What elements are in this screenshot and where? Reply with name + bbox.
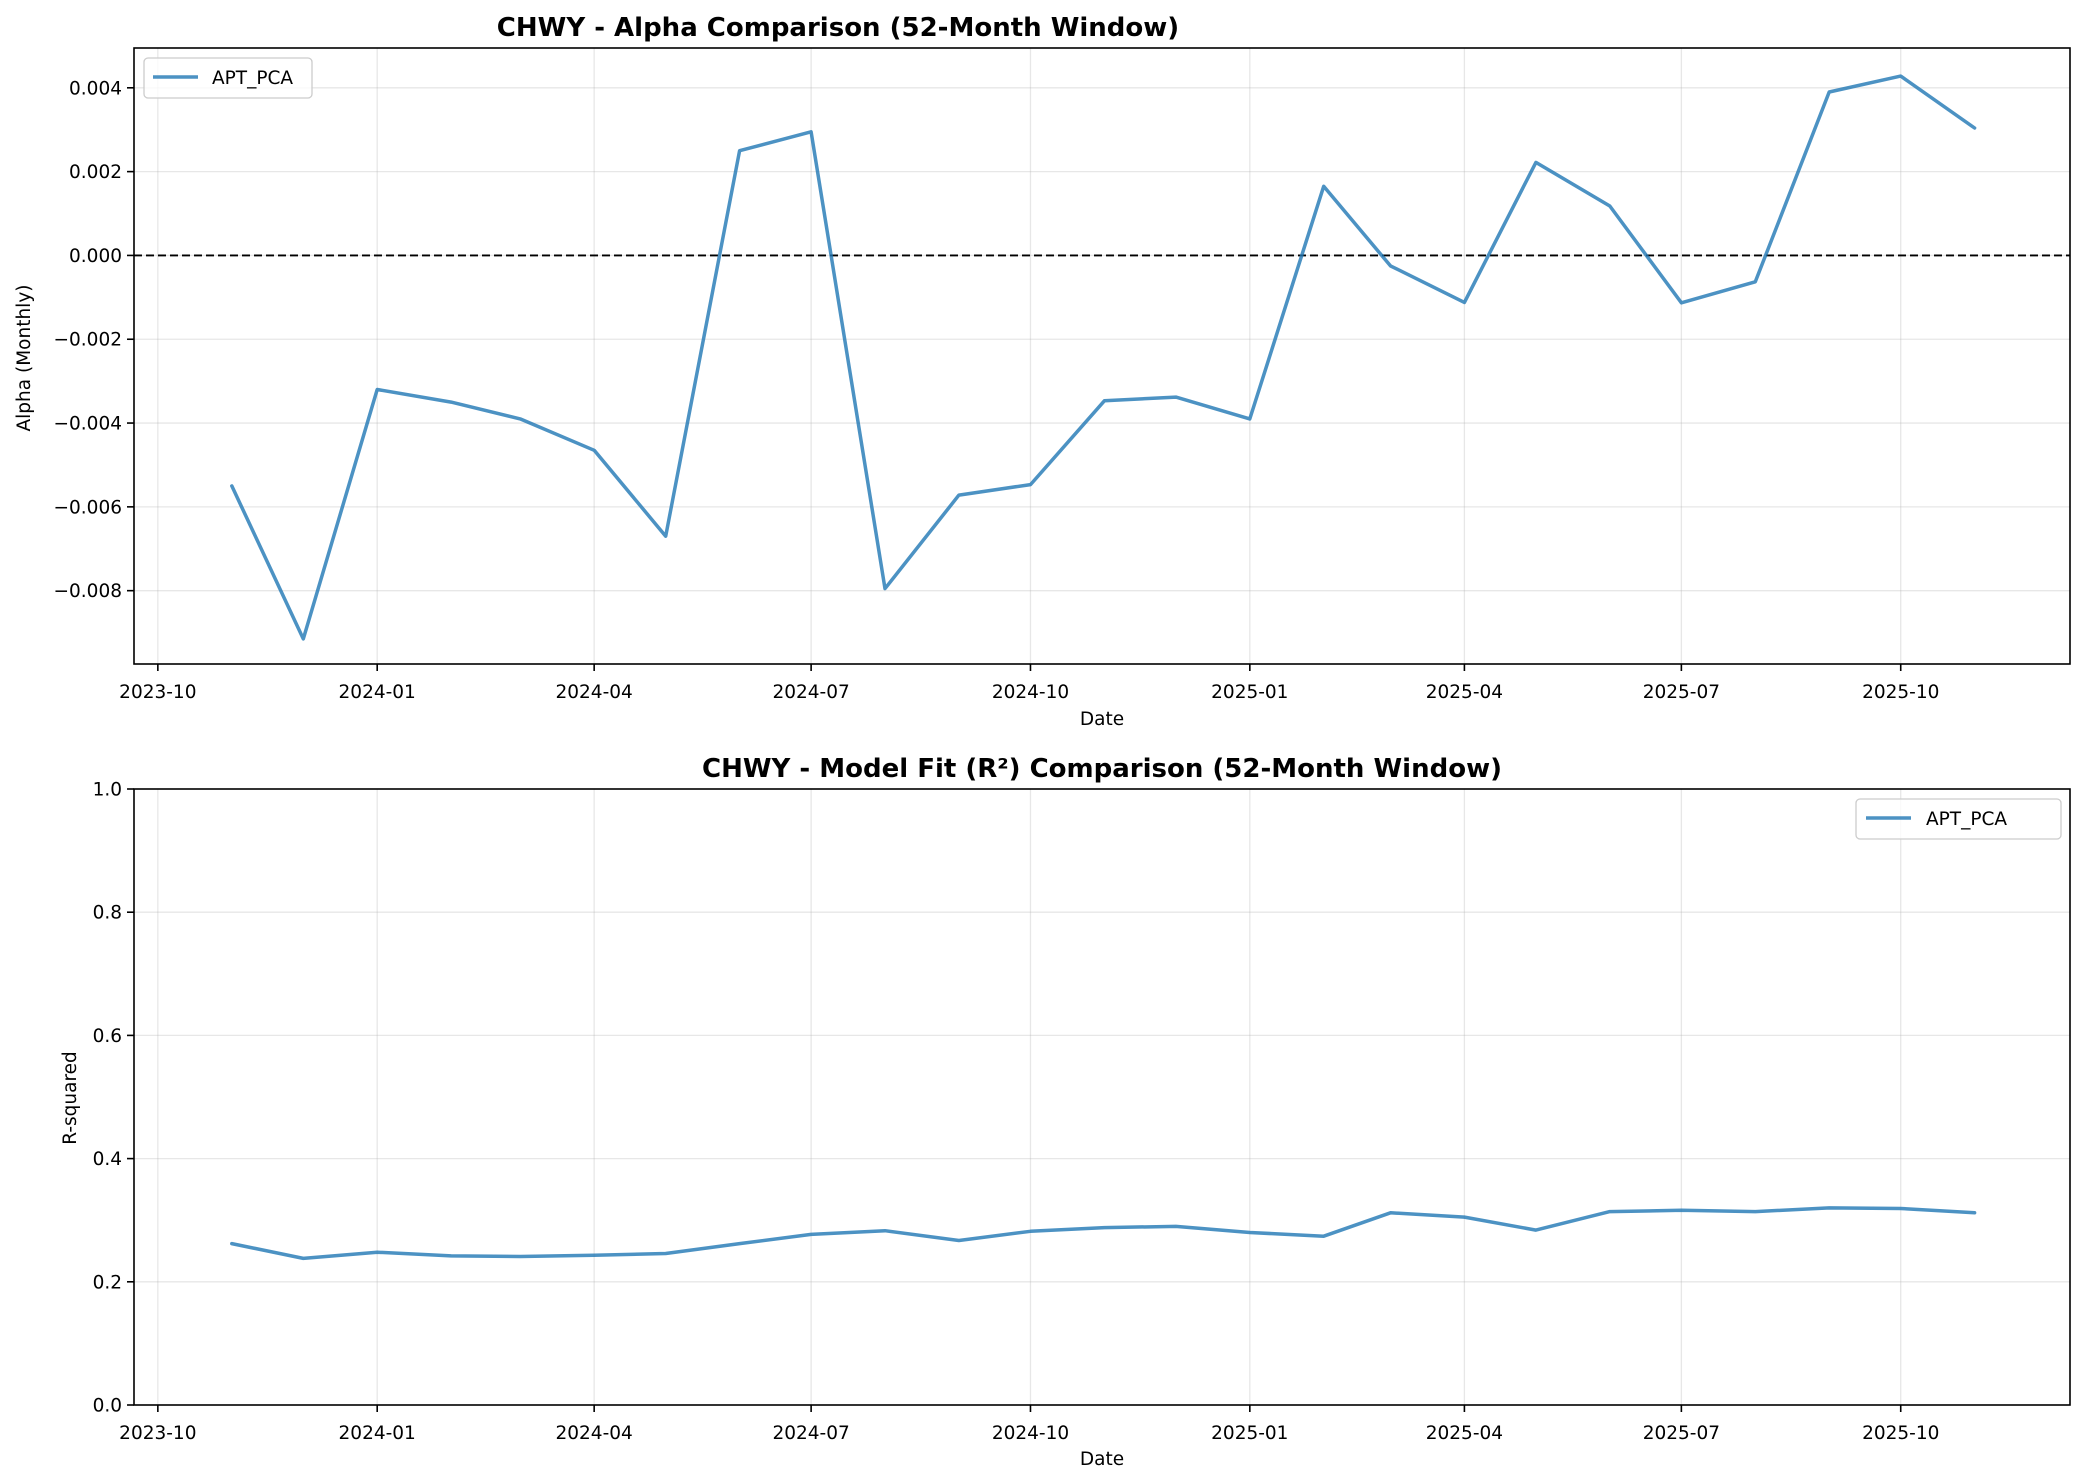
alpha-x-axis-label: Date (1080, 709, 1124, 730)
alpha-plot-frame (133, 47, 2071, 665)
r-squared-x-tick-label: 2024-07 (772, 1423, 849, 1444)
r-squared-x-tick-label: 2025-04 (1426, 1423, 1503, 1444)
r-squared-series-line-apt-pca (230, 1206, 1977, 1261)
r-squared-y-ticks: 0.0 0.2 0.4 0.6 0.8 1.0 (93, 780, 134, 1417)
r-squared-x-tick-label: 2025-10 (1862, 1423, 1939, 1444)
r-squared-y-tick-label: 0.0 (93, 1396, 122, 1417)
alpha-y-tick-label: −0.002 (54, 330, 122, 351)
alpha-y-ticks: −0.008 −0.006 −0.004 −0.002 0.000 0.002 0.004 (54, 78, 134, 602)
r-squared-y-tick-label: 0.8 (93, 903, 122, 924)
r-squared-chart-title: CHWY - Model Fit (R²) Comparison (52-Mon… (702, 754, 1502, 784)
r-squared-legend-box (1855, 798, 2062, 840)
r-squared-x-ticks: 2023-10 2024-01 2024-04 2024-07 2024-10 2025-… (119, 1405, 1939, 1444)
alpha-y-axis-label: Alpha (Monthly) (14, 285, 35, 432)
r-squared-x-tick-label: 2024-01 (339, 1423, 416, 1444)
r-squared-x-tick-label: 2025-01 (1211, 1423, 1288, 1444)
alpha-y-tick-label: 0.000 (69, 246, 122, 267)
alpha-x-tick-label: 2024-04 (556, 682, 633, 703)
alpha-y-tick-label: 0.002 (69, 162, 122, 183)
r-squared-y-tick-label: 0.4 (93, 1149, 122, 1170)
alpha-x-tick-label: 2024-01 (339, 682, 416, 703)
alpha-x-tick-label: 2024-10 (992, 682, 1069, 703)
alpha-x-tick-label: 2025-01 (1211, 682, 1288, 703)
alpha-y-tick-label: 0.004 (69, 78, 122, 99)
r-squared-x-axis-label: Date (1080, 1449, 1124, 1470)
alpha-x-tick-label: 2025-10 (1862, 682, 1939, 703)
r-squared-x-tick-label: 2024-10 (992, 1423, 1069, 1444)
alpha-x-tick-label: 2025-04 (1426, 682, 1503, 703)
alpha-y-tick-label: −0.008 (54, 581, 122, 602)
alpha-legend-box (143, 57, 313, 99)
r-squared-y-tick-label: 0.6 (93, 1026, 122, 1047)
r-squared-plot-frame (133, 788, 2071, 1406)
alpha-series-line-apt-pca (230, 74, 1977, 641)
r-squared-y-tick-label: 1.0 (93, 780, 122, 801)
alpha-legend: APT_PCA (143, 57, 313, 99)
alpha-x-ticks: 2023-10 2024-01 2024-04 2024-07 2024-10 2025-… (119, 664, 1939, 703)
r-squared-x-tick-label: 2023-10 (119, 1423, 196, 1444)
r-squared-chart: CHWY - Model Fit (R²) Comparison (52-Mon… (60, 754, 2071, 1470)
alpha-x-tick-label: 2025-07 (1643, 682, 1720, 703)
alpha-x-tick-label: 2024-07 (772, 682, 849, 703)
r-squared-x-tick-label: 2025-07 (1643, 1423, 1720, 1444)
alpha-chart: CHWY - Alpha Comparison (52-Month Window… (14, 13, 2071, 730)
alpha-y-tick-label: −0.004 (54, 414, 122, 435)
r-squared-y-axis-label: R-squared (60, 1051, 81, 1145)
r-squared-legend-label: APT_PCA (1926, 809, 2007, 830)
alpha-x-tick-label: 2023-10 (119, 682, 196, 703)
r-squared-x-tick-label: 2024-04 (556, 1423, 633, 1444)
r-squared-y-tick-label: 0.2 (93, 1272, 122, 1293)
r-squared-legend: APT_PCA (1855, 798, 2062, 840)
alpha-chart-title: CHWY - Alpha Comparison (52-Month Window… (497, 13, 1179, 43)
alpha-y-tick-label: −0.006 (54, 497, 122, 518)
alpha-legend-label: APT_PCA (212, 68, 293, 89)
